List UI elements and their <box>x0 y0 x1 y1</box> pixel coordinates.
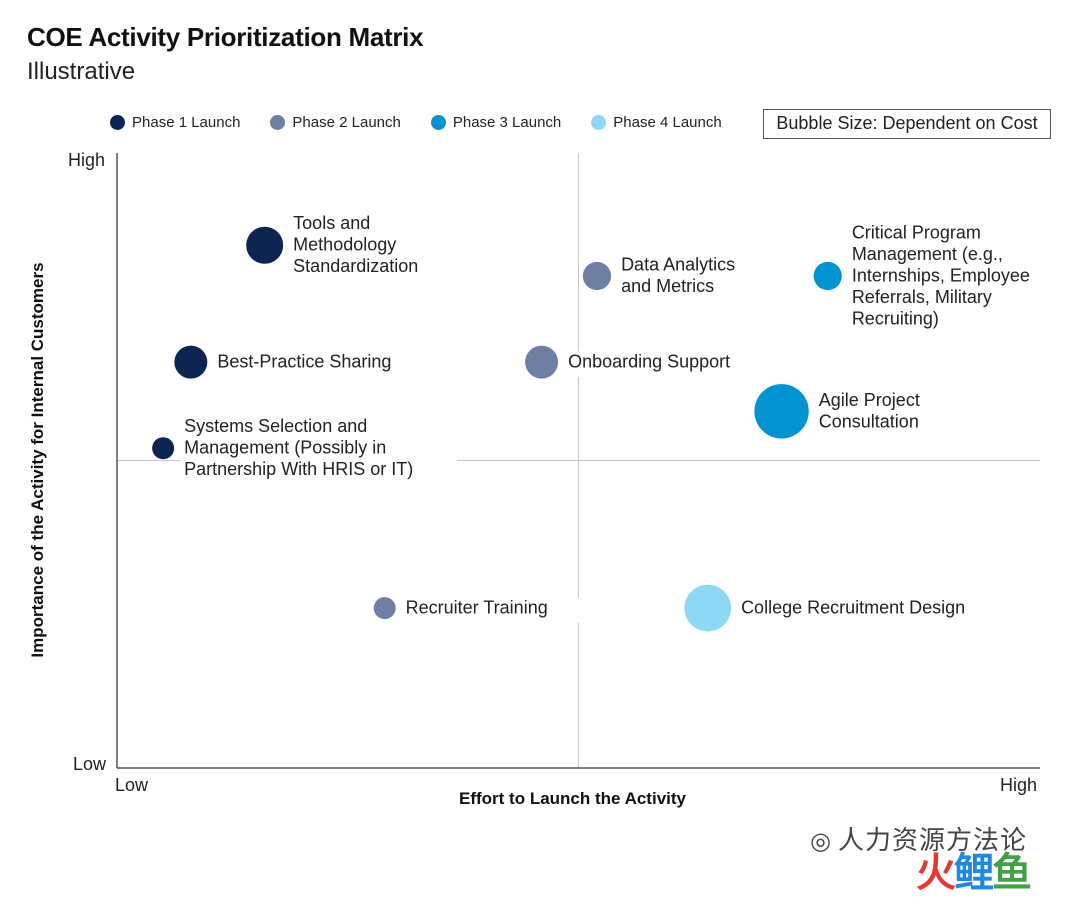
legend: Phase 1 Launch Phase 2 Launch Phase 3 La… <box>110 114 722 131</box>
bubble-label: Critical Program Management (e.g., Interns… <box>852 222 1030 328</box>
legend-label: Phase 4 Launch <box>613 114 722 131</box>
label-background <box>213 351 423 377</box>
bubble-label: College Recruitment Design <box>741 597 965 617</box>
bubble-size-note: Bubble Size: Dependent on Cost <box>763 109 1051 139</box>
x-tick-low: Low <box>115 775 149 795</box>
bubble-label-line: Onboarding Support <box>568 351 730 371</box>
legend-marker <box>591 115 607 130</box>
bubble-label-line: Internships, Employee <box>852 265 1030 285</box>
label-background <box>737 597 995 623</box>
label-background <box>564 351 745 377</box>
label-background <box>847 222 1058 334</box>
bubble-label-line: Agile Project <box>819 390 920 410</box>
bubble-marker <box>684 584 732 632</box>
bubble-label-line: Data Analytics <box>621 255 735 275</box>
y-tick-low: Low <box>73 754 107 774</box>
legend-label: Phase 1 Launch <box>132 114 241 131</box>
legend-marker <box>430 115 446 130</box>
bubble-label: Tools and Methodology Standardization <box>293 213 418 276</box>
x-tick-high: High <box>1000 775 1038 795</box>
legend-label: Phase 2 Launch <box>292 114 401 131</box>
bubble-label-line: Referrals, Military <box>852 287 992 307</box>
bubble-label-line: Partnership With HRIS or IT) <box>184 459 413 479</box>
bubble-label-line: Best-Practice Sharing <box>217 351 391 371</box>
bubble-marker <box>152 437 175 460</box>
watermark: ◎ 人力资源方法论 <box>810 820 1027 857</box>
watermark-text: 人力资源方法论 <box>837 825 1027 855</box>
legend-item-phase-4: Phase 4 Launch <box>591 114 722 131</box>
logo-char: 火 <box>916 851 956 895</box>
bubble-label-line: Methodology <box>293 235 396 255</box>
logo-char: 鱼 <box>992 851 1032 895</box>
bubble-marker <box>582 261 612 291</box>
bubble-label-line: Standardization <box>293 256 418 276</box>
bubble-label: Data Analytics and Metrics <box>621 255 735 297</box>
bubble-label: Recruiter Training <box>406 597 548 617</box>
bubble-label-line: Recruiting) <box>852 308 939 328</box>
bubble-marker <box>813 261 842 291</box>
label-background <box>180 415 457 485</box>
bubble-marker <box>754 384 809 439</box>
label-background <box>289 213 442 282</box>
wechat-icon: ◎ <box>810 828 832 855</box>
legend-item-phase-1: Phase 1 Launch <box>110 114 240 131</box>
legend-item-phase-2: Phase 2 Launch <box>270 114 401 131</box>
label-background <box>617 254 760 302</box>
y-tick-high: High <box>68 150 106 170</box>
chart-title: COE Activity Prioritization Matrix <box>27 22 424 52</box>
label-background <box>814 389 948 437</box>
bubble-marker <box>246 226 284 264</box>
bubble-label: Onboarding Support <box>568 351 730 371</box>
bubble-marker <box>525 345 559 379</box>
legend-item-phase-3: Phase 3 Launch <box>430 114 562 131</box>
bubble-marker <box>174 345 208 379</box>
bubble-label: Agile Project Consultation <box>819 390 920 432</box>
y-axis-label: Importance of the Activity for Internal … <box>28 262 47 658</box>
legend-label: Phase 3 Launch <box>452 114 562 131</box>
bubble-label-line: Management (e.g., <box>852 244 1003 264</box>
bubble-label: Systems Selection and Management (Possibl… <box>184 416 413 479</box>
bubble-label-line: Tools and <box>293 213 370 233</box>
bubble-label-line: Systems Selection and <box>184 416 367 436</box>
bubble-label-line: Critical Program <box>852 222 981 242</box>
x-axis-label: Effort to Launch the Activity <box>459 789 686 808</box>
bubble-label-line: and Metrics <box>621 276 714 296</box>
bubble-label-line: Consultation <box>819 411 919 431</box>
bubble-label-line: Management (Possibly in <box>184 437 386 457</box>
label-background <box>401 597 583 623</box>
watermark-logo: 火鲤鱼 <box>916 840 1032 898</box>
logo-char: 鲤 <box>954 851 994 895</box>
bubble-label-line: Recruiter Training <box>406 597 548 617</box>
bubble-label-line: College Recruitment Design <box>741 597 965 617</box>
chart-subtitle: Illustrative <box>27 58 136 85</box>
bubble-label: Best-Practice Sharing <box>217 351 391 371</box>
bubble-marker <box>373 597 396 620</box>
legend-marker <box>270 115 286 130</box>
legend-marker <box>110 115 125 130</box>
